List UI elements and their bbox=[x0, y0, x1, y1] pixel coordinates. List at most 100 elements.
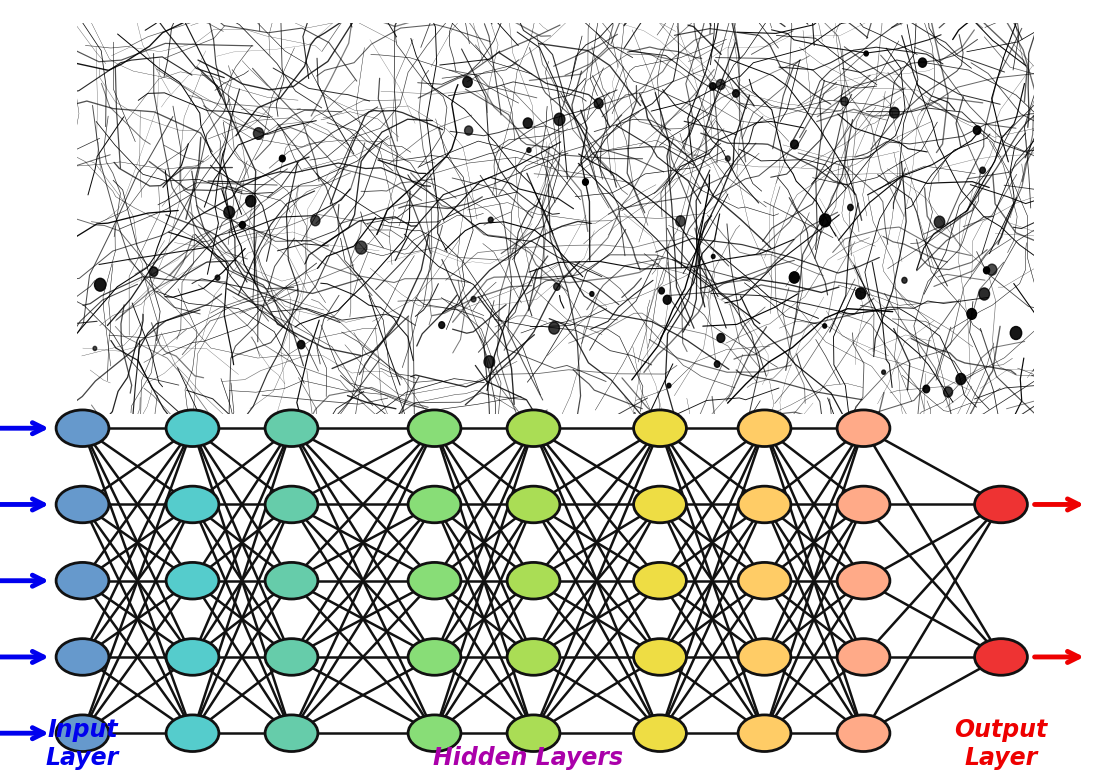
Circle shape bbox=[463, 77, 472, 88]
Ellipse shape bbox=[837, 410, 890, 447]
Circle shape bbox=[590, 292, 594, 296]
Ellipse shape bbox=[265, 715, 318, 752]
Ellipse shape bbox=[56, 410, 109, 447]
Circle shape bbox=[554, 113, 565, 126]
Circle shape bbox=[987, 264, 997, 275]
Ellipse shape bbox=[738, 562, 791, 599]
Circle shape bbox=[524, 118, 532, 128]
Circle shape bbox=[918, 58, 926, 67]
Ellipse shape bbox=[738, 715, 791, 752]
Text: Input
Layer: Input Layer bbox=[46, 718, 119, 769]
Circle shape bbox=[856, 288, 866, 299]
Ellipse shape bbox=[738, 410, 791, 447]
Circle shape bbox=[439, 321, 444, 328]
Circle shape bbox=[549, 322, 560, 334]
Ellipse shape bbox=[837, 486, 890, 523]
Circle shape bbox=[253, 127, 264, 139]
Circle shape bbox=[216, 275, 220, 280]
Ellipse shape bbox=[56, 486, 109, 523]
Circle shape bbox=[717, 333, 725, 343]
Circle shape bbox=[1010, 327, 1022, 339]
Circle shape bbox=[240, 221, 245, 228]
Text: Hidden Layers: Hidden Layers bbox=[433, 746, 623, 769]
Circle shape bbox=[882, 370, 886, 375]
Ellipse shape bbox=[265, 639, 318, 675]
Circle shape bbox=[675, 216, 685, 227]
Ellipse shape bbox=[408, 410, 461, 447]
Ellipse shape bbox=[975, 639, 1027, 675]
Ellipse shape bbox=[507, 562, 560, 599]
Ellipse shape bbox=[166, 562, 219, 599]
Ellipse shape bbox=[634, 715, 686, 752]
Ellipse shape bbox=[166, 639, 219, 675]
Ellipse shape bbox=[166, 715, 219, 752]
Circle shape bbox=[95, 278, 106, 291]
Circle shape bbox=[471, 296, 476, 302]
Circle shape bbox=[848, 204, 854, 210]
Circle shape bbox=[297, 340, 305, 349]
Ellipse shape bbox=[634, 410, 686, 447]
Ellipse shape bbox=[56, 639, 109, 675]
Circle shape bbox=[245, 196, 256, 207]
Circle shape bbox=[716, 80, 725, 89]
Ellipse shape bbox=[837, 715, 890, 752]
Circle shape bbox=[150, 267, 157, 276]
Ellipse shape bbox=[408, 486, 461, 523]
Ellipse shape bbox=[265, 410, 318, 447]
Circle shape bbox=[823, 324, 826, 328]
Ellipse shape bbox=[837, 639, 890, 675]
Circle shape bbox=[923, 386, 930, 393]
Circle shape bbox=[890, 107, 899, 118]
Circle shape bbox=[974, 126, 981, 135]
Circle shape bbox=[840, 97, 848, 106]
Circle shape bbox=[967, 309, 977, 319]
Circle shape bbox=[712, 254, 715, 259]
Circle shape bbox=[224, 206, 234, 218]
Circle shape bbox=[464, 126, 473, 135]
Ellipse shape bbox=[738, 486, 791, 523]
Ellipse shape bbox=[507, 410, 560, 447]
Ellipse shape bbox=[408, 639, 461, 675]
Ellipse shape bbox=[408, 715, 461, 752]
Circle shape bbox=[820, 214, 830, 227]
Ellipse shape bbox=[56, 715, 109, 752]
Ellipse shape bbox=[738, 639, 791, 675]
Circle shape bbox=[714, 361, 719, 368]
Ellipse shape bbox=[975, 486, 1027, 523]
Circle shape bbox=[791, 140, 799, 149]
Circle shape bbox=[355, 241, 367, 254]
Ellipse shape bbox=[634, 639, 686, 675]
Ellipse shape bbox=[837, 562, 890, 599]
Circle shape bbox=[488, 217, 493, 223]
Circle shape bbox=[667, 383, 671, 388]
Ellipse shape bbox=[56, 562, 109, 599]
Circle shape bbox=[956, 374, 966, 385]
Ellipse shape bbox=[634, 486, 686, 523]
Ellipse shape bbox=[408, 562, 461, 599]
Ellipse shape bbox=[265, 486, 318, 523]
Circle shape bbox=[583, 179, 588, 185]
Circle shape bbox=[94, 346, 97, 350]
Circle shape bbox=[594, 99, 603, 109]
Circle shape bbox=[310, 215, 320, 226]
Ellipse shape bbox=[166, 486, 219, 523]
Ellipse shape bbox=[507, 639, 560, 675]
Text: Output
Layer: Output Layer bbox=[955, 718, 1047, 769]
Circle shape bbox=[663, 296, 671, 304]
Circle shape bbox=[279, 156, 285, 162]
Circle shape bbox=[553, 283, 560, 290]
Ellipse shape bbox=[507, 486, 560, 523]
Circle shape bbox=[710, 83, 716, 90]
Circle shape bbox=[865, 51, 868, 56]
Circle shape bbox=[944, 387, 953, 397]
Circle shape bbox=[726, 156, 730, 161]
Ellipse shape bbox=[265, 562, 318, 599]
Circle shape bbox=[934, 216, 945, 228]
Circle shape bbox=[659, 288, 664, 294]
Circle shape bbox=[979, 288, 990, 300]
Circle shape bbox=[983, 267, 990, 274]
Circle shape bbox=[902, 278, 908, 283]
Circle shape bbox=[484, 356, 495, 368]
Circle shape bbox=[733, 90, 739, 97]
Circle shape bbox=[980, 167, 986, 174]
